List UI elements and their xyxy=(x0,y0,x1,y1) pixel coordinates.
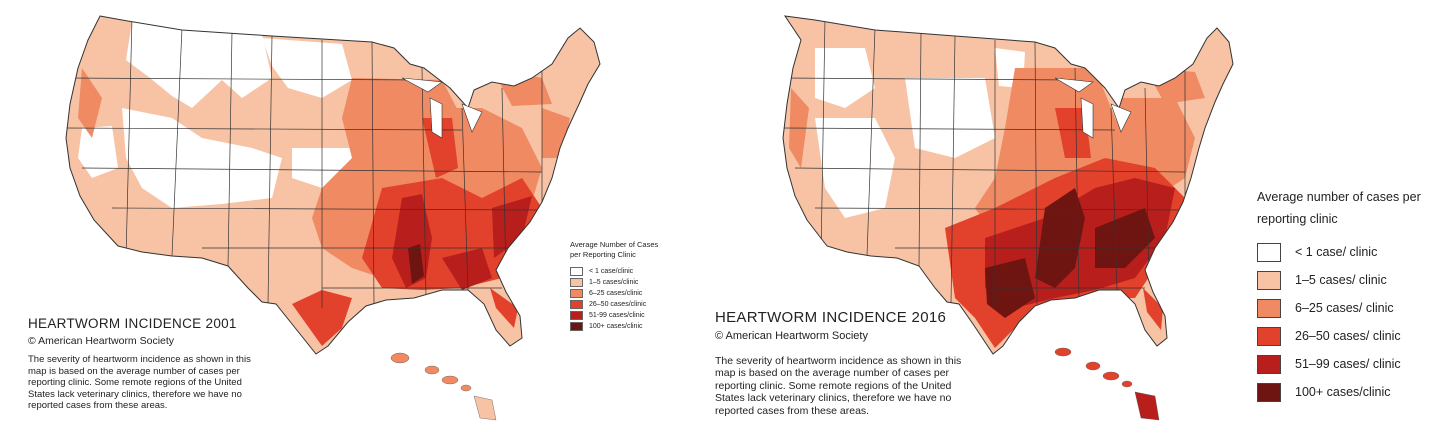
great-lakes-2016 xyxy=(1054,77,1132,139)
legend-item: 6–25 cases/ clinic xyxy=(1257,294,1427,322)
legend-swatch xyxy=(570,278,583,287)
legend-swatch xyxy=(1257,298,1281,318)
legend-item: 26–50 cases/ clinic xyxy=(1257,322,1427,350)
legend-item: 100+ cases/clinic xyxy=(1257,378,1427,406)
legend-item: 6–25 cases/clinic xyxy=(570,288,670,299)
legend-swatch xyxy=(1257,326,1281,346)
state-borders-2016 xyxy=(783,17,1186,308)
legend-2016: Average number of cases per reporting cl… xyxy=(1257,186,1427,406)
map-title-2016: HEARTWORM INCIDENCE 2016 xyxy=(715,309,947,326)
legend-label: 26–50 cases/clinic xyxy=(589,301,647,308)
map-panel-2001: HEARTWORM INCIDENCE 2001 © American Hear… xyxy=(0,0,700,448)
copyright-2001: © American Heartworm Society xyxy=(28,335,175,347)
us-heartworm-map-2001 xyxy=(65,15,601,421)
legend-swatch xyxy=(570,311,583,320)
legend-label: 6–25 cases/ clinic xyxy=(1295,301,1394,315)
legend-swatch xyxy=(570,322,583,331)
legend-label: 51–99 cases/ clinic xyxy=(1295,357,1401,371)
map-title-2001: HEARTWORM INCIDENCE 2001 xyxy=(28,316,237,331)
choropleth-2016 xyxy=(783,16,1233,354)
legend-label: 100+ cases/clinic xyxy=(589,323,643,330)
legend-item: 1–5 cases/ clinic xyxy=(1257,266,1427,294)
legend-item: 1–5 cases/clinic xyxy=(570,277,670,288)
legend-label: 1–5 cases/ clinic xyxy=(1295,273,1387,287)
hawaii-2001 xyxy=(390,352,497,421)
legend-label: 26–50 cases/ clinic xyxy=(1295,329,1401,343)
legend-swatch xyxy=(1257,382,1281,402)
legend-item: 100+ cases/clinic xyxy=(570,321,670,332)
legend-title-2001: Average Number of Cases per Reporting Cl… xyxy=(570,240,659,259)
copyright-2016: © American Heartworm Society xyxy=(715,330,868,342)
legend-label: 6–25 cases/clinic xyxy=(589,290,643,297)
legend-swatch xyxy=(570,267,583,276)
legend-item: 51-99 cases/clinic xyxy=(570,310,670,321)
legend-swatch xyxy=(1257,242,1281,262)
map-panel-2016: HEARTWORM INCIDENCE 2016 © American Hear… xyxy=(700,0,1437,448)
us-heartworm-map-2016 xyxy=(782,15,1234,421)
legend-swatch xyxy=(570,289,583,298)
legend-label: 51-99 cases/clinic xyxy=(589,312,645,319)
state-borders-2001 xyxy=(66,17,543,308)
legend-swatch xyxy=(1257,270,1281,290)
legend-item: < 1 case/clinic xyxy=(570,266,670,277)
legend-label: 1–5 cases/clinic xyxy=(589,279,639,286)
legend-2001: Average Number of Cases per Reporting Cl… xyxy=(570,240,670,332)
legend-label: < 1 case/clinic xyxy=(589,268,634,275)
legend-item: < 1 case/ clinic xyxy=(1257,238,1427,266)
legend-label: 100+ cases/clinic xyxy=(1295,385,1391,399)
choropleth-2001 xyxy=(66,16,600,354)
legend-item: 26–50 cases/clinic xyxy=(570,299,670,310)
great-lakes-2001 xyxy=(401,77,483,139)
legend-swatch xyxy=(570,300,583,309)
description-2016: The severity of heartworm incidence as s… xyxy=(715,355,962,417)
legend-label: < 1 case/ clinic xyxy=(1295,245,1378,259)
description-2001: The severity of heartworm incidence as s… xyxy=(28,354,251,412)
legend-title-2016: Average number of cases per reporting cl… xyxy=(1257,190,1421,226)
hawaii-2016 xyxy=(1054,347,1160,421)
legend-item: 51–99 cases/ clinic xyxy=(1257,350,1427,378)
legend-swatch xyxy=(1257,354,1281,374)
